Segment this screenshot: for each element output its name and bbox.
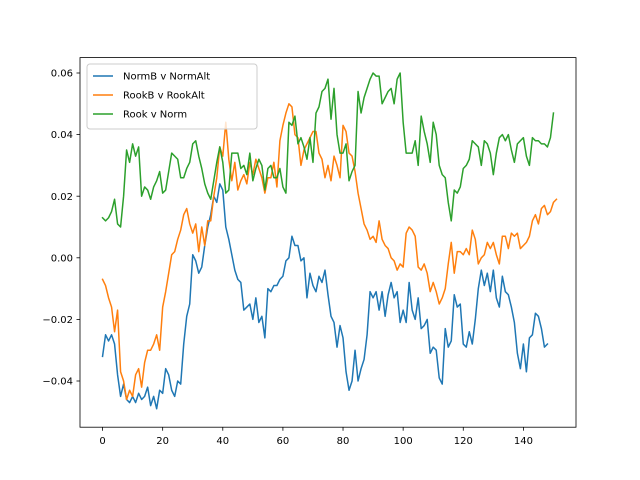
- x-tick-label: 60: [277, 436, 290, 447]
- series-group: [101, 183, 549, 410]
- legend: NormB v NormAlt RookB v RookAlt Rook v Nor…: [86, 63, 258, 130]
- x-tick-label: 80: [337, 436, 350, 447]
- y-tick-label: −0.02: [42, 315, 73, 326]
- legend-label: Rook v Norm: [123, 110, 187, 121]
- y-tick-label: 0.02: [51, 192, 73, 203]
- series-line: [101, 103, 558, 401]
- y-tick-label: 0.04: [51, 130, 73, 141]
- x-tick-label: 100: [394, 436, 413, 447]
- y-tick-label: −0.04: [42, 377, 73, 388]
- x-tick-label: 0: [99, 436, 105, 447]
- series-group: [101, 72, 555, 228]
- series-layer: [101, 72, 558, 410]
- x-tick-label: 140: [514, 436, 533, 447]
- series-group: [101, 103, 558, 401]
- x-tick-label: 40: [216, 436, 229, 447]
- legend-label: RookB v RookAlt: [123, 91, 205, 102]
- legend-label: NormB v NormAlt: [123, 72, 210, 83]
- y-tick-label: 0.00: [51, 253, 73, 264]
- x-tick-label: 20: [156, 436, 169, 447]
- plot-frame: [79, 57, 577, 428]
- legend-box: [86, 63, 258, 130]
- x-tick-label: 120: [454, 436, 473, 447]
- y-tick-label: 0.06: [51, 69, 73, 80]
- x-axis: 0 20 40 60 80 100 120 140: [99, 427, 533, 447]
- y-axis: −0.04 −0.02 0.00 0.02 0.04 0.06: [42, 69, 80, 388]
